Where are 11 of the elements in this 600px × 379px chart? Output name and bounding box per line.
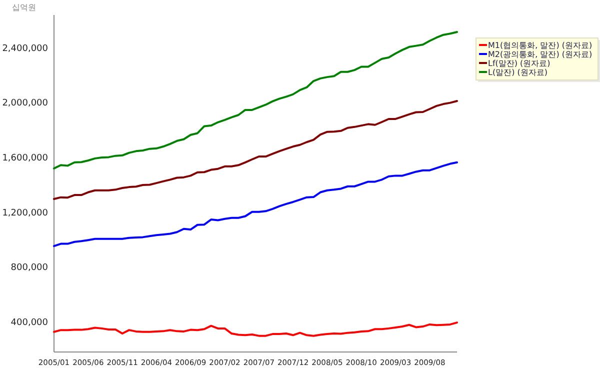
y-tick-label: 2,400,000 (2, 44, 48, 54)
legend-label: L(말잔) (원자료) (488, 68, 548, 77)
y-tick-label: 2,000,000 (2, 98, 48, 109)
legend-label: M2(광의통화, 말잔) (원자료) (488, 50, 592, 59)
legend-label: M1(협의통화, 말잔) (원자료) (488, 41, 592, 50)
y-tick-label: 800,000 (10, 263, 48, 274)
y-tick-label: 400,000 (10, 318, 48, 328)
y-tick-label: 1,600,000 (2, 153, 48, 164)
y-axis-title: 십억원 (12, 3, 36, 12)
legend-label: Lf(말잔) (원자료) (488, 59, 550, 68)
y-tick-label: 1,200,000 (2, 208, 48, 218)
